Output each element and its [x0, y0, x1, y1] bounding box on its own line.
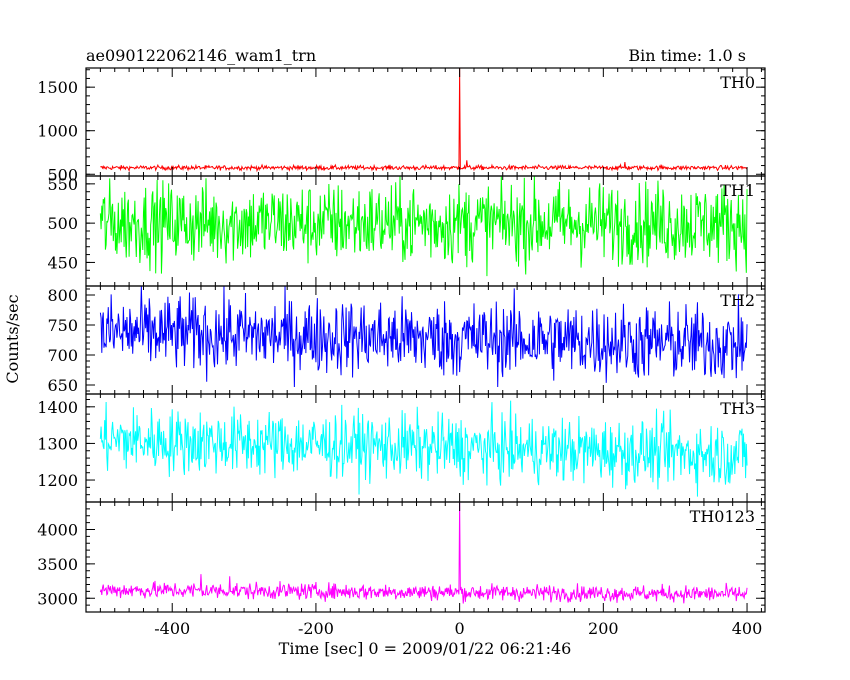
y-tick-label: 4000 — [37, 521, 78, 540]
y-tick-label: 3500 — [37, 555, 78, 574]
y-tick-label: 500 — [47, 165, 78, 184]
x-tick-label: -200 — [298, 619, 334, 638]
panel-label-th3: TH3 — [720, 399, 755, 418]
series-line-th3 — [99, 400, 748, 497]
series-line-th0123 — [99, 501, 748, 604]
panel-label-th2: TH2 — [720, 291, 755, 310]
series-line-th1 — [99, 175, 748, 277]
y-tick-label: 750 — [47, 316, 78, 335]
series-line-th0 — [100, 67, 748, 173]
y-tick-label: 800 — [47, 286, 78, 305]
x-tick-label: 200 — [588, 619, 619, 638]
panel-frame-th0 — [85, 67, 766, 177]
x-axis-label: Time [sec] 0 = 2009/01/22 06:21:46 — [279, 639, 572, 658]
panel-label-th0: TH0 — [720, 73, 755, 92]
y-tick-label: 3000 — [37, 589, 78, 608]
y-tick-label: 450 — [47, 253, 78, 272]
y-tick-label: 1200 — [37, 471, 78, 490]
panel-label-th1: TH1 — [720, 181, 755, 200]
y-axis-label: Counts/sec — [3, 294, 22, 383]
x-tick-label: -400 — [154, 619, 190, 638]
x-tick-label: 400 — [732, 619, 763, 638]
x-tick-label: 0 — [455, 619, 465, 638]
y-tick-label: 1000 — [37, 122, 78, 141]
y-tick-label: 500 — [47, 214, 78, 233]
y-tick-label: 650 — [47, 376, 78, 395]
y-tick-label: 1500 — [37, 78, 78, 97]
y-tick-label: 700 — [47, 346, 78, 365]
y-tick-label: 1400 — [37, 398, 78, 417]
series-line-th2 — [99, 285, 748, 388]
y-tick-label: 1300 — [37, 434, 78, 453]
bin-time-label: Bin time: 1.0 s — [628, 46, 746, 65]
y-tick-label: 550 — [47, 175, 78, 194]
panel-label-th0123: TH0123 — [690, 507, 755, 526]
figure-title: ae090122062146_wam1_trn — [86, 46, 316, 65]
